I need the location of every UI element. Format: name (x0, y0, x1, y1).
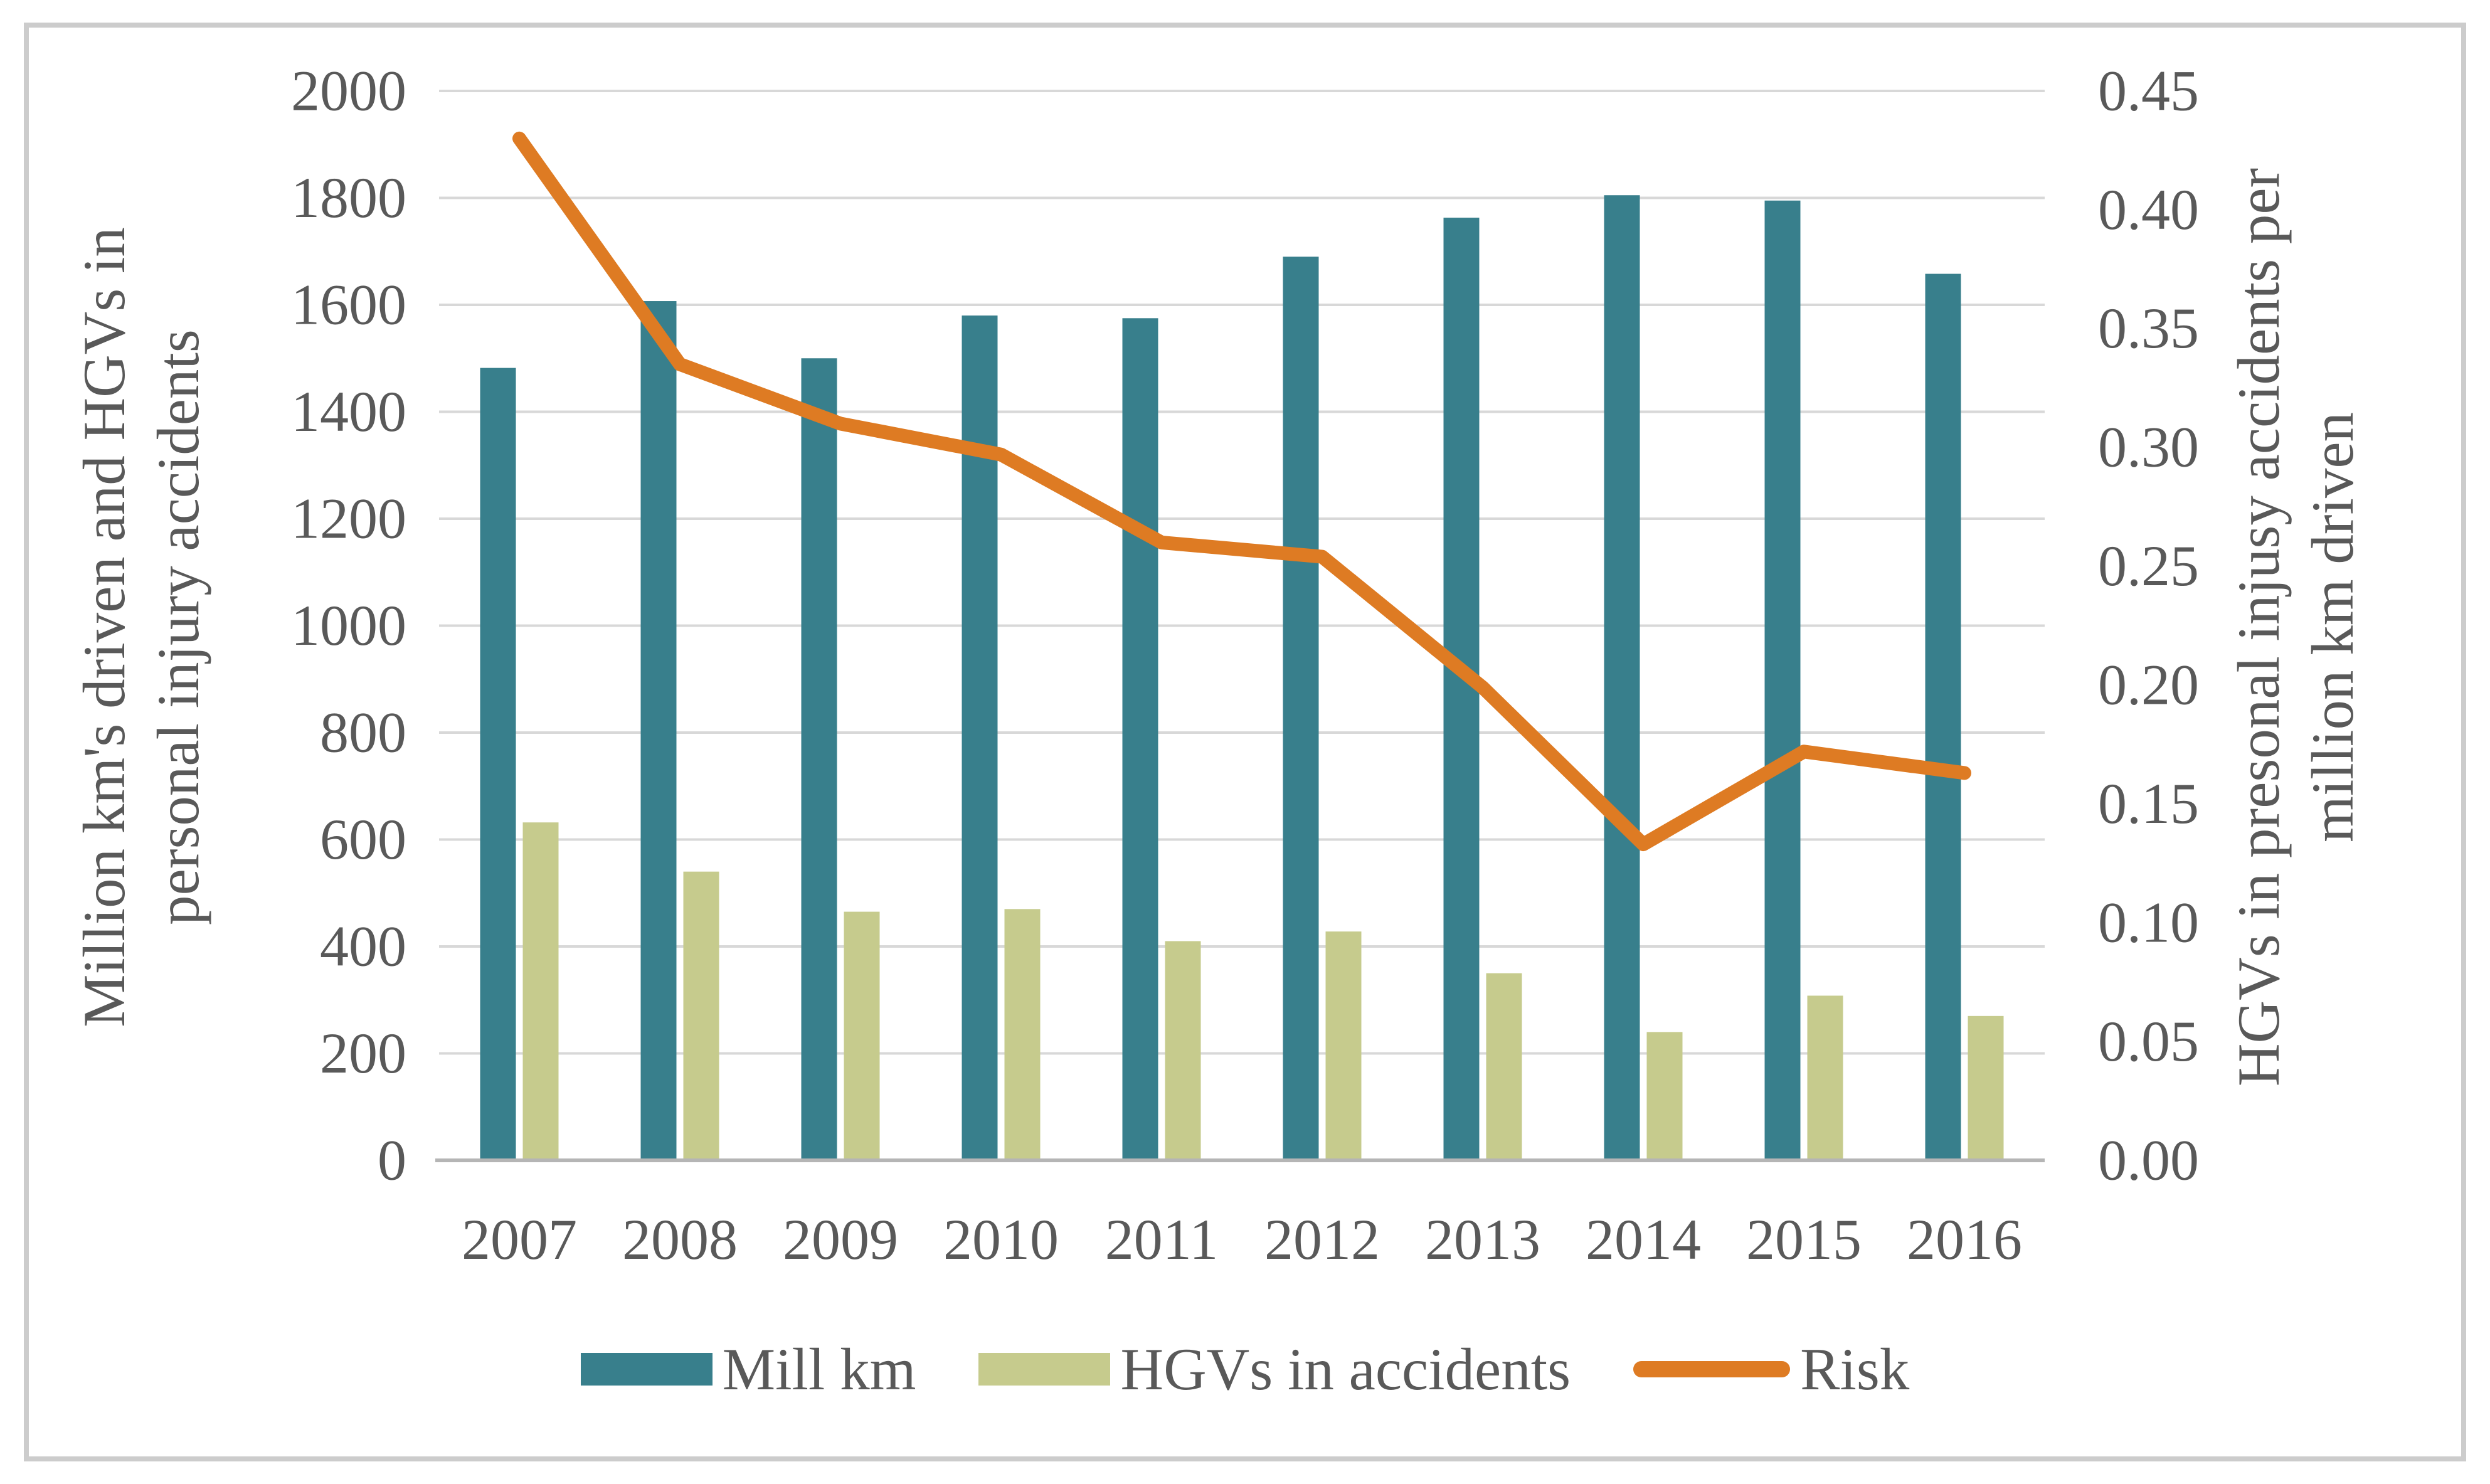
x-axis-tick-label: 2013 (1425, 1207, 1540, 1271)
bar-hgvs-in-accidents-2016 (1968, 1015, 2004, 1160)
x-axis-tick-label: 2015 (1746, 1207, 1862, 1271)
x-axis-tick-labels: 2007 2008 2009 2010 2011 2012 2013 2014 2015 2016 (462, 1207, 2022, 1271)
legend-swatch-mill-km (580, 1353, 713, 1386)
legend-swatch-risk (1633, 1361, 1791, 1377)
x-axis-tick-label: 2009 (783, 1207, 898, 1271)
bar-mill-km-2009 (801, 358, 837, 1160)
legend-swatch-hgvs-in-accidents (978, 1353, 1111, 1386)
left-axis-title-line2: personal injury accidents (145, 329, 211, 925)
left-axis-title-line1: Million km's driven and HGVs in (71, 227, 137, 1027)
bar-mill-km-2015 (1764, 200, 1801, 1161)
legend-item-mill-km: Mill km (580, 1335, 916, 1404)
legend-item-hgvs-in-accidents: HGVs in accidents (978, 1335, 1571, 1404)
x-axis-tick-label: 2007 (462, 1207, 577, 1271)
right-axis-tick-label: 0.20 (2098, 653, 2199, 717)
bar-hgvs-in-accidents-2008 (683, 871, 719, 1160)
right-axis-title: HGVs in presonal injusy accidents per mi… (2222, 168, 2370, 1086)
left-axis-tick-label: 600 (320, 807, 406, 871)
bar-mill-km-2013 (1443, 218, 1480, 1161)
bar-series-0 (480, 195, 1961, 1161)
right-axis-tick-label: 0.35 (2098, 296, 2199, 360)
x-axis-tick-label: 2011 (1105, 1207, 1219, 1271)
right-axis-tick-label: 0.15 (2098, 771, 2199, 835)
risk-line (512, 131, 1971, 852)
left-axis-tick-label: 1000 (291, 593, 406, 657)
x-axis-tick-label: 2016 (1907, 1207, 2022, 1271)
legend-label-hgvs-in-accidents: HGVs in accidents (1120, 1336, 1571, 1402)
bar-mill-km-2011 (1122, 318, 1158, 1160)
right-axis-tick-label: 0.45 (2098, 58, 2199, 122)
bar-hgvs-in-accidents-2011 (1165, 941, 1201, 1160)
bar-mill-km-2012 (1283, 257, 1319, 1160)
figure-border (24, 23, 2466, 1461)
x-axis-tick-label: 2014 (1586, 1207, 1701, 1271)
legend-item-risk: Risk (1633, 1335, 1909, 1404)
bar-hgvs-in-accidents-2009 (844, 911, 880, 1160)
right-axis-tick-label: 0.00 (2098, 1128, 2199, 1192)
right-axis-tick-label: 0.25 (2098, 534, 2199, 598)
x-axis-tick-label: 2010 (943, 1207, 1059, 1271)
right-axis-tick-label: 0.40 (2098, 178, 2199, 241)
bar-hgvs-in-accidents-2013 (1486, 973, 1522, 1160)
bar-hgvs-in-accidents-2012 (1325, 931, 1362, 1160)
left-axis-tick-label: 200 (320, 1021, 406, 1085)
legend: Mill km HGVs in accidents Risk (0, 1335, 2490, 1404)
right-axis-tick-labels: 0.45 0.40 0.35 0.30 0.25 0.20 0.15 0.10 0.05 0.00 (2098, 58, 2199, 1192)
bar-mill-km-2008 (640, 301, 677, 1161)
left-axis-tick-label: 1200 (291, 486, 406, 550)
bar-series-1 (522, 822, 2004, 1160)
left-axis-tick-label: 1400 (291, 379, 406, 443)
left-axis-tick-label: 1800 (291, 166, 406, 230)
legend-label-risk: Risk (1800, 1336, 1910, 1402)
left-axis-tick-label: 400 (320, 914, 406, 978)
bar-hgvs-in-accidents-2014 (1646, 1032, 1683, 1160)
bar-mill-km-2007 (480, 368, 516, 1160)
left-axis-tick-label: 800 (320, 700, 406, 764)
left-axis-tick-label: 2000 (291, 58, 406, 122)
left-axis-tick-label: 1600 (291, 272, 406, 336)
gridlines (439, 90, 2045, 1055)
bar-hgvs-in-accidents-2007 (522, 822, 559, 1160)
bar-mill-km-2016 (1925, 273, 1961, 1161)
x-axis-tick-label: 2008 (622, 1207, 738, 1271)
bar-hgvs-in-accidents-2010 (1004, 909, 1041, 1160)
left-axis-title: Million km's driven and HGVs in personal… (67, 227, 215, 1027)
left-axis-tick-label: 0 (378, 1128, 406, 1192)
x-axis-tick-label: 2012 (1264, 1207, 1380, 1271)
legend-label-mill-km: Mill km (722, 1336, 916, 1402)
right-axis-tick-label: 0.10 (2098, 890, 2199, 954)
bar-mill-km-2014 (1604, 195, 1640, 1160)
bar-hgvs-in-accidents-2015 (1807, 995, 1843, 1160)
right-axis-tick-label: 0.30 (2098, 415, 2199, 479)
right-axis-title-line1: HGVs in presonal injusy accidents per (2225, 167, 2292, 1087)
right-axis-title-line2: million km driven (2299, 411, 2366, 843)
right-axis-tick-label: 0.05 (2098, 1009, 2199, 1073)
